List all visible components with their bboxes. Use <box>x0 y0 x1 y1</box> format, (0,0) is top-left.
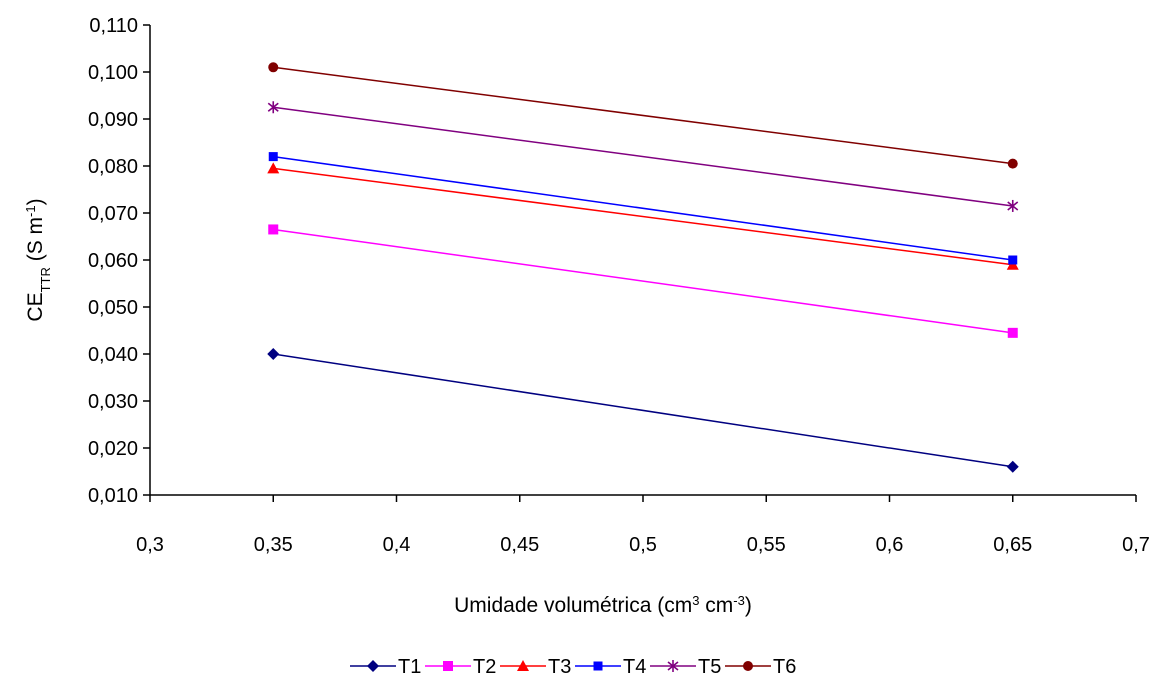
series-t6 <box>268 62 1018 169</box>
data-point <box>267 101 279 114</box>
legend-label: T5 <box>698 656 721 678</box>
legend-marker <box>593 661 603 671</box>
data-point <box>1006 460 1019 473</box>
x-tick-label: 0,7 <box>1122 534 1150 556</box>
legend-item-t5: T5 <box>650 656 721 678</box>
y-tick-label: 0,110 <box>89 15 138 37</box>
y-axis-title: CETTR (S m-1) <box>23 198 53 321</box>
series-t1 <box>267 348 1019 473</box>
legend-label: T4 <box>623 656 646 678</box>
x-tick-label: 0,3 <box>136 534 164 556</box>
y-tick-label: 0,090 <box>88 109 138 131</box>
legend-label: T6 <box>773 656 796 678</box>
data-point <box>267 162 280 174</box>
data-point <box>267 348 280 360</box>
legend-item-t4: T4 <box>575 656 646 678</box>
legend-marker <box>667 660 679 672</box>
legend-label: T1 <box>398 656 421 678</box>
legend-marker <box>743 661 753 671</box>
x-tick-label: 0,5 <box>629 534 657 556</box>
data-point <box>268 224 279 235</box>
legend-item-t2: T2 <box>425 656 496 678</box>
x-tick-label: 0,4 <box>383 534 411 556</box>
data-point <box>1008 255 1018 265</box>
x-tick-label: 0,65 <box>993 534 1032 556</box>
x-tick-label: 0,55 <box>747 534 786 556</box>
y-tick-label: 0,010 <box>88 485 138 507</box>
series-t4 <box>268 152 1018 265</box>
series-line <box>273 167 1013 266</box>
series-t2 <box>268 224 1018 338</box>
series-line <box>273 353 1013 468</box>
data-point <box>1007 158 1018 169</box>
legend-label: T2 <box>473 656 496 678</box>
series-t3 <box>267 162 1019 270</box>
series-line <box>273 228 1013 334</box>
x-tick-label: 0,6 <box>876 534 904 556</box>
y-tick-label: 0,070 <box>88 203 138 225</box>
legend-label: T3 <box>548 656 571 678</box>
legend-marker <box>367 660 379 672</box>
y-tick-label: 0,060 <box>88 250 138 272</box>
y-tick-label: 0,050 <box>88 297 138 319</box>
y-tick-label: 0,030 <box>88 391 138 413</box>
y-tick-label: 0,080 <box>88 156 138 178</box>
legend-marker <box>443 661 453 671</box>
data-point <box>268 62 279 73</box>
x-tick-label: 0,35 <box>254 534 293 556</box>
y-tick-label: 0,020 <box>88 438 138 460</box>
legend-item-t1: T1 <box>350 656 421 678</box>
x-axis-title: Umidade volumétrica (cm3 cm-3) <box>454 593 752 618</box>
series-line <box>273 66 1013 165</box>
data-point <box>1007 199 1019 212</box>
legend-item-t6: T6 <box>725 656 796 678</box>
series-line <box>273 155 1013 261</box>
series-line <box>273 106 1013 207</box>
series-t5 <box>267 101 1019 212</box>
data-point <box>1007 327 1018 338</box>
y-tick-label: 0,040 <box>88 344 138 366</box>
legend-item-t3: T3 <box>500 656 571 678</box>
x-tick-label: 0,45 <box>500 534 539 556</box>
y-tick-label: 0,100 <box>88 62 138 84</box>
data-point <box>268 152 278 162</box>
legend-marker <box>517 660 529 671</box>
